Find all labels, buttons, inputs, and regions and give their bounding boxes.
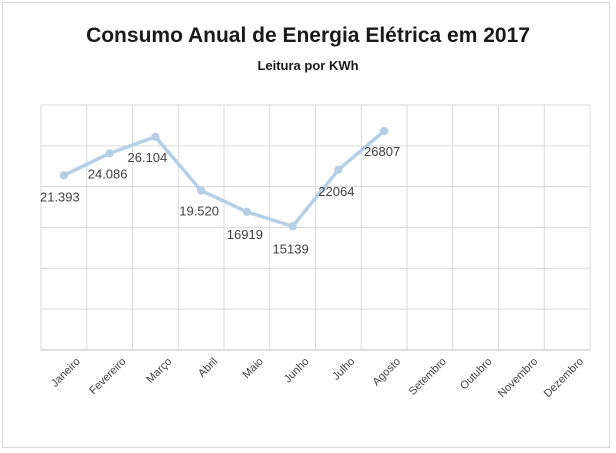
x-tick-label: Novembro: [496, 356, 540, 400]
series-line: [63, 129, 386, 229]
chart-subtitle: Leitura por KWh: [257, 58, 359, 73]
data-label: 15139: [273, 241, 309, 256]
x-tick-label: Fevereiro: [87, 356, 128, 397]
data-point: [151, 132, 160, 142]
x-tick-label: Julho: [330, 356, 357, 383]
x-tick-label: Outubro: [458, 356, 495, 393]
x-tick-label: Março: [144, 356, 174, 386]
data-point: [288, 222, 297, 231]
x-tick-label: Abril: [196, 356, 220, 380]
data-point: [334, 165, 343, 175]
data-point: [379, 126, 389, 136]
data-label: 21.393: [40, 189, 80, 204]
data-point: [105, 149, 114, 158]
x-tick-label: Junho: [282, 356, 312, 386]
chart-title: Consumo Anual de Energia Elétrica em 201…: [86, 24, 530, 47]
data-point: [59, 171, 69, 180]
data-label: 16919: [227, 227, 263, 242]
x-tick-label: Janeiro: [49, 356, 83, 390]
data-label: 26.104: [127, 150, 167, 165]
x-tick-label: Setembro: [407, 356, 449, 398]
x-tick-label: Maio: [241, 356, 266, 381]
data-label: 22064: [318, 184, 354, 199]
data-label: 26807: [364, 144, 400, 159]
data-point: [196, 186, 206, 195]
data-label: 19.520: [179, 204, 219, 219]
data-label: 24.086: [88, 166, 128, 181]
x-tick-label: Dezembro: [542, 356, 586, 400]
x-tick-label: Agosto: [370, 356, 403, 389]
chart-frame: [2, 2, 610, 448]
data-point: [242, 207, 252, 217]
